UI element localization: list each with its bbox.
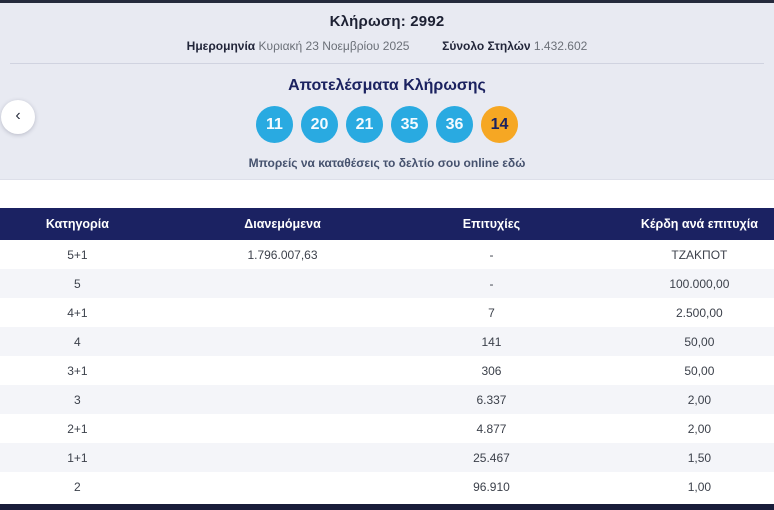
winners-cell: 6.337 — [476, 392, 507, 407]
results-title: Αποτελέσματα Κλήρωσης — [288, 77, 486, 94]
category-cell: 4+1 — [67, 305, 88, 320]
draw-title: Κλήρωση: 2992 — [329, 13, 445, 30]
prize-cell: 50,00 — [684, 334, 715, 349]
category-cell: 3 — [74, 392, 81, 407]
category-cell: 1+1 — [67, 450, 88, 465]
distributed-cell — [155, 356, 410, 385]
header-divider — [10, 63, 764, 64]
winners-cell: - — [489, 247, 494, 262]
winners-cell: 4.877 — [476, 421, 507, 436]
columns-label: Σύνολο Στηλών — [442, 39, 531, 53]
prize-table: Κατηγορία Διανεμόμενα Επιτυχίες Κέρδη αν… — [0, 208, 774, 501]
winners-cell: - — [489, 276, 494, 291]
distributed-cell — [155, 298, 410, 327]
table-row: 5 - 100.000,00 — [0, 269, 774, 298]
prize-cell: 2,00 — [687, 392, 712, 407]
prize-cell: 2.500,00 — [676, 305, 723, 320]
table-row: 2+1 4.877 2,00 — [0, 414, 774, 443]
winners-cell: 306 — [481, 363, 502, 378]
prize-table-section: Κατηγορία Διανεμόμενα Επιτυχίες Κέρδη αν… — [0, 208, 774, 501]
number-ball: 20 — [301, 106, 338, 143]
table-row: 4 141 50,00 — [0, 327, 774, 356]
category-cell: 2 — [74, 479, 81, 494]
distributed-cell — [155, 385, 410, 414]
table-row: 1+1 25.467 1,50 — [0, 443, 774, 472]
distributed-cell — [155, 269, 410, 298]
header-category: Κατηγορία — [0, 208, 155, 240]
table-row: 3 6.337 2,00 — [0, 385, 774, 414]
table-header-row: Κατηγορία Διανεμόμενα Επιτυχίες Κέρδη αν… — [0, 208, 774, 240]
draw-summary-section: Κλήρωση: 2992 Ημερομηνία Κυριακή 23 Νοεμ… — [0, 3, 774, 180]
chevron-left-icon: ‹ — [15, 107, 21, 124]
prize-cell: 2,00 — [687, 421, 712, 436]
prize-cell: 50,00 — [684, 363, 715, 378]
number-ball: 21 — [346, 106, 383, 143]
deposit-online-link[interactable]: Μπορείς να καταθέσεις το δελτίο σου onli… — [248, 156, 526, 170]
top-divider — [0, 0, 774, 3]
distributed-cell — [155, 443, 410, 472]
prize-cell: ΤΖΑΚΠΟΤ — [671, 247, 728, 262]
number-ball: 11 — [256, 106, 293, 143]
table-row: 5+1 1.796.007,63 - ΤΖΑΚΠΟΤ — [0, 240, 774, 269]
columns-value: 1.432.602 — [533, 39, 588, 53]
table-row: 2 96.910 1,00 — [0, 472, 774, 501]
header-winners: Επιτυχίες — [410, 208, 573, 240]
number-ball: 36 — [436, 106, 473, 143]
table-row: 4+1 7 2.500,00 — [0, 298, 774, 327]
distributed-cell — [155, 414, 410, 443]
distributed-cell: 1.796.007,63 — [247, 247, 318, 262]
table-row: 3+1 306 50,00 — [0, 356, 774, 385]
date-label: Ημερομηνία — [186, 39, 256, 53]
prize-cell: 1,50 — [687, 450, 712, 465]
winners-cell: 7 — [488, 305, 495, 320]
category-cell: 5+1 — [67, 247, 88, 262]
distributed-cell — [155, 472, 410, 501]
winners-cell: 141 — [481, 334, 502, 349]
number-ball: 35 — [391, 106, 428, 143]
winners-cell: 25.467 — [473, 450, 510, 465]
previous-draw-button[interactable]: ‹ — [1, 100, 35, 134]
prize-cell: 1,00 — [687, 479, 712, 494]
category-cell: 5 — [74, 276, 81, 291]
numbers-row: 11 20 21 35 36 14 — [0, 106, 774, 143]
header-distributed: Διανεμόμενα — [154, 208, 411, 240]
category-cell: 2+1 — [67, 421, 88, 436]
category-cell: 4 — [74, 334, 81, 349]
bottom-divider — [0, 504, 774, 510]
header-prize: Κέρδη ανά επιτυχία — [572, 208, 774, 240]
distributed-cell — [155, 327, 410, 356]
category-cell: 3+1 — [67, 363, 88, 378]
bonus-number-ball: 14 — [481, 106, 518, 143]
winners-cell: 96.910 — [473, 479, 510, 494]
date-value: Κυριακή 23 Νοεμβρίου 2025 — [258, 39, 410, 53]
prize-cell: 100.000,00 — [669, 276, 730, 291]
draw-meta: Ημερομηνία Κυριακή 23 Νοεμβρίου 2025 Σύν… — [0, 39, 774, 53]
